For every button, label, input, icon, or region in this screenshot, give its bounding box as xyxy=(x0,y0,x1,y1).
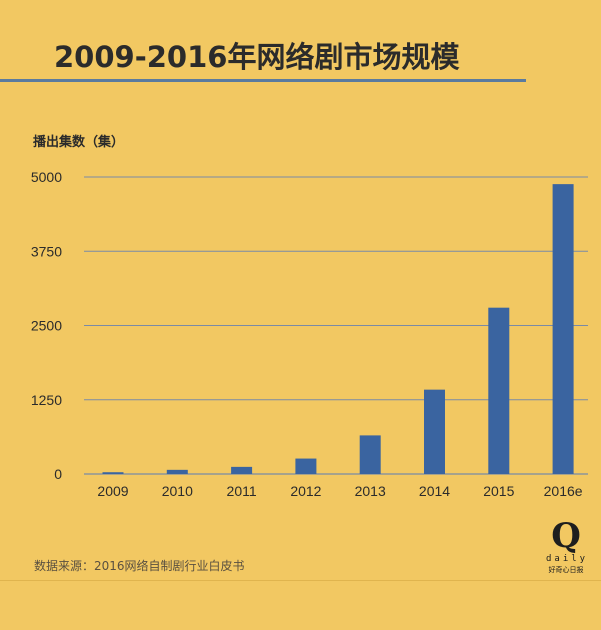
source-note: 数据来源：2016网络自制剧行业白皮书 xyxy=(34,559,245,573)
x-tick-label: 2013 xyxy=(355,483,386,499)
bar xyxy=(295,458,317,474)
x-tick-label: 2016e xyxy=(544,483,583,499)
chart-title: 2009-2016年网络剧市场规模 xyxy=(54,40,460,74)
bar xyxy=(488,307,510,474)
bar xyxy=(424,389,445,474)
x-tick-labels: 2009 2010 2011 2012 2013 2014 2015 2016e xyxy=(97,483,582,499)
x-tick-label: 2015 xyxy=(483,483,514,499)
x-tick-label: 2010 xyxy=(162,483,193,499)
bar xyxy=(166,469,188,474)
x-tick-label: 2009 xyxy=(97,483,128,499)
logo-word: daily xyxy=(546,554,589,564)
logo-mark: Q xyxy=(551,516,581,556)
qdaily-logo: Q daily 好奇心日报 xyxy=(546,518,586,584)
title-underline xyxy=(0,79,526,82)
x-tick-label: 2011 xyxy=(227,483,257,499)
y-tick-label: 3750 xyxy=(31,243,62,259)
y-tick-labels: 0 1250 2500 3750 5000 xyxy=(31,169,62,482)
gridlines xyxy=(84,176,588,475)
bar xyxy=(359,435,381,474)
footer-divider xyxy=(0,580,601,581)
logo-chinese: 好奇心日报 xyxy=(548,566,584,574)
bars xyxy=(102,184,574,475)
x-tick-label: 2014 xyxy=(419,483,450,499)
y-axis-label: 播出集数（集） xyxy=(33,135,125,150)
bar xyxy=(552,184,574,475)
bar xyxy=(231,466,253,474)
bar xyxy=(102,472,124,474)
y-tick-label: 2500 xyxy=(31,318,62,334)
y-tick-label: 5000 xyxy=(31,169,62,185)
y-tick-label: 1250 xyxy=(31,392,62,408)
x-tick-label: 2012 xyxy=(290,483,321,499)
y-tick-label: 0 xyxy=(54,466,62,482)
